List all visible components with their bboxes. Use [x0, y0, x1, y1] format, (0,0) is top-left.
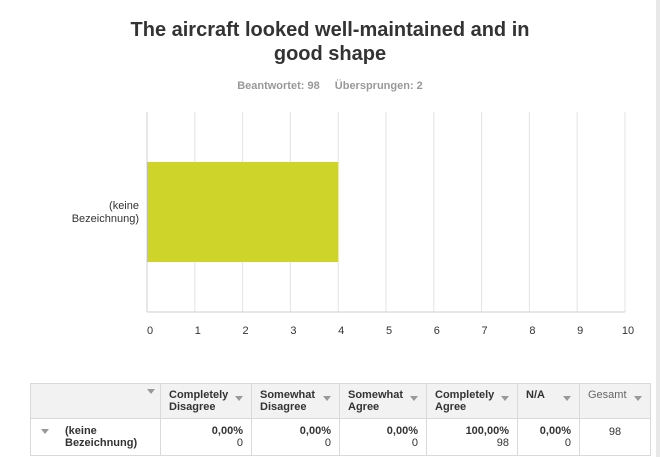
question-title-line-1: The aircraft looked well-maintained and … [130, 19, 530, 41]
scrollbar-track[interactable] [656, 0, 660, 457]
column-header[interactable]: Completely Agree [426, 383, 518, 419]
y-category-label: Bezeichnung) [72, 213, 139, 225]
cell-percent: 0,00% [299, 425, 331, 437]
row-label-cell[interactable]: (keine Bezeichnung) [30, 418, 161, 456]
cell-count: 0 [411, 437, 418, 449]
table-cell: 100,00% 98 [426, 418, 518, 456]
row-label: (keine [65, 425, 97, 437]
bar [147, 162, 339, 262]
skipped-count: Übersprungen: 2 [334, 80, 423, 92]
table-cell: 0,00% 0 [160, 418, 252, 456]
cell-count: 98 [496, 437, 509, 449]
column-header-label: Agree [348, 401, 380, 413]
column-header-label: Disagree [169, 401, 216, 413]
x-tick-label: 5 [386, 325, 392, 337]
cell-count: 0 [324, 437, 331, 449]
x-tick-label: 9 [577, 325, 583, 337]
x-tick-label: 3 [290, 325, 296, 337]
column-header-label: N/A [526, 389, 545, 401]
table-row[interactable]: (keine Bezeichnung) 0,00% 0 0,00% 0 0,00% 0 … [30, 418, 651, 456]
question-title: The aircraft looked well-maintained and … [110, 18, 550, 66]
response-stats: Beantwortet: 98 Übersprungen: 2 [0, 80, 660, 92]
column-header-label: Disagree [260, 401, 307, 413]
column-header-label: Completely [169, 389, 229, 401]
answered-count: Beantwortet: 98 [237, 80, 320, 92]
x-tick-label: 10 [622, 325, 634, 337]
cell-percent: 0,00% [211, 425, 243, 437]
cell-percent: 0,00% [386, 425, 418, 437]
column-header[interactable]: Somewhat Agree [339, 383, 427, 419]
x-tick-label: 8 [529, 325, 535, 337]
table-header-row: Completely Disagree Somewhat Disagree Some… [30, 383, 651, 419]
y-category-label: (keine [109, 200, 139, 212]
column-header[interactable]: Somewhat Disagree [251, 383, 340, 419]
chevron-down-icon[interactable] [563, 396, 571, 401]
table-cell: 0,00% 0 [517, 418, 580, 456]
x-tick-label: 2 [243, 325, 249, 337]
chevron-down-icon[interactable] [410, 396, 418, 401]
column-header[interactable]: Gesamt [579, 383, 651, 419]
results-table: Completely Disagree Somewhat Disagree Some… [30, 383, 651, 456]
x-tick-label: 6 [434, 325, 440, 337]
column-header-label: Gesamt [588, 389, 627, 401]
row-label-header[interactable] [30, 383, 161, 419]
column-header[interactable]: N/A [517, 383, 580, 419]
total-cell: 98 [579, 418, 651, 456]
cell-percent: 0,00% [539, 425, 571, 437]
question-title-line-2: good shape [273, 43, 387, 65]
column-header-label: Somewhat [348, 389, 404, 401]
column-header-label: Agree [435, 401, 467, 413]
column-header[interactable]: Completely Disagree [160, 383, 252, 419]
row-total: 98 [608, 426, 622, 438]
expand-icon[interactable] [41, 429, 49, 434]
cell-count: 0 [236, 437, 243, 449]
cell-percent: 100,00% [465, 425, 509, 437]
column-header-label: Completely [435, 389, 495, 401]
chevron-down-icon[interactable] [634, 396, 642, 401]
x-tick-label: 0 [147, 325, 153, 337]
chevron-down-icon[interactable] [235, 396, 243, 401]
chevron-down-icon[interactable] [501, 396, 509, 401]
x-tick-label: 7 [482, 325, 488, 337]
x-tick-label: 1 [195, 325, 201, 337]
chevron-down-icon[interactable] [147, 389, 155, 394]
x-tick-label: 4 [338, 325, 344, 337]
cell-count: 0 [564, 437, 571, 449]
chevron-down-icon[interactable] [323, 396, 331, 401]
table-cell: 0,00% 0 [339, 418, 427, 456]
column-header-label: Somewhat [260, 389, 316, 401]
row-label: Bezeichnung) [65, 437, 138, 449]
table-cell: 0,00% 0 [251, 418, 340, 456]
